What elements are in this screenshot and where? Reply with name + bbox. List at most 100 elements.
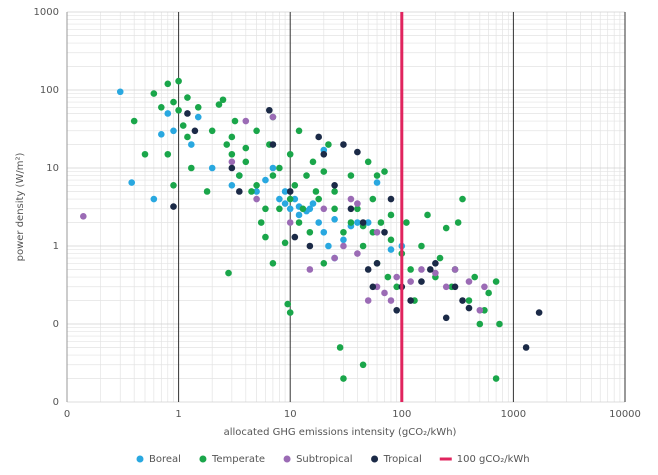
point bbox=[347, 172, 355, 179]
point bbox=[387, 246, 395, 253]
point bbox=[295, 127, 303, 135]
point bbox=[242, 144, 250, 152]
point bbox=[347, 205, 355, 213]
point bbox=[359, 219, 367, 226]
point bbox=[276, 164, 283, 172]
point bbox=[236, 188, 243, 195]
point bbox=[276, 205, 283, 213]
point bbox=[481, 306, 488, 314]
point bbox=[387, 236, 395, 244]
point bbox=[424, 211, 431, 219]
point bbox=[492, 278, 500, 285]
point bbox=[170, 182, 177, 189]
point bbox=[442, 314, 450, 322]
y-tick-label: 0 bbox=[53, 319, 59, 330]
point bbox=[459, 297, 466, 304]
point bbox=[442, 224, 450, 232]
point bbox=[373, 179, 381, 186]
point bbox=[369, 283, 377, 291]
point bbox=[496, 320, 503, 328]
y-tick-label: 1 bbox=[53, 241, 59, 252]
y-tick-label: 10 bbox=[46, 163, 59, 174]
legend-label: Tropical bbox=[383, 454, 422, 465]
point bbox=[266, 106, 273, 114]
point bbox=[381, 168, 388, 175]
point bbox=[418, 278, 425, 285]
point bbox=[170, 98, 177, 106]
legend-marker bbox=[371, 455, 379, 463]
point bbox=[312, 188, 320, 195]
point bbox=[253, 188, 260, 195]
point bbox=[359, 242, 367, 250]
point bbox=[340, 141, 347, 148]
point bbox=[407, 266, 414, 273]
point bbox=[184, 133, 191, 141]
point bbox=[262, 205, 269, 213]
legend-label: 100 gCO₂/kWh bbox=[457, 454, 530, 465]
point bbox=[225, 269, 232, 277]
point bbox=[236, 172, 243, 179]
point bbox=[331, 205, 338, 213]
point bbox=[116, 88, 124, 96]
point bbox=[364, 297, 372, 304]
y-tick-label: 100 bbox=[40, 85, 59, 96]
point bbox=[373, 260, 381, 267]
point bbox=[242, 158, 250, 166]
point bbox=[184, 110, 191, 117]
point bbox=[476, 306, 484, 314]
point bbox=[465, 297, 473, 304]
point bbox=[354, 205, 361, 213]
point bbox=[295, 219, 303, 226]
legend-marker bbox=[136, 455, 144, 463]
point bbox=[331, 215, 338, 223]
point bbox=[128, 179, 136, 186]
point bbox=[331, 254, 338, 262]
point bbox=[331, 188, 338, 195]
point bbox=[269, 164, 277, 172]
point bbox=[242, 117, 250, 125]
point bbox=[257, 219, 265, 226]
point bbox=[492, 375, 500, 382]
point bbox=[336, 344, 344, 351]
point bbox=[454, 219, 462, 226]
y-tick-label: 0 bbox=[53, 397, 59, 408]
point bbox=[208, 164, 216, 172]
point bbox=[369, 195, 377, 203]
y-tick-label: 1000 bbox=[34, 7, 59, 18]
point bbox=[130, 117, 138, 125]
point bbox=[284, 300, 292, 308]
point bbox=[306, 228, 314, 236]
point bbox=[359, 361, 367, 369]
legend-label: Temperate bbox=[211, 454, 265, 465]
point bbox=[320, 150, 328, 158]
point bbox=[373, 228, 381, 236]
point bbox=[286, 219, 294, 226]
point bbox=[320, 205, 328, 213]
point bbox=[418, 242, 425, 250]
point bbox=[164, 150, 172, 158]
point bbox=[354, 200, 361, 207]
point bbox=[194, 104, 202, 111]
point bbox=[384, 273, 392, 281]
point bbox=[306, 242, 314, 250]
point bbox=[325, 242, 332, 250]
point bbox=[331, 182, 338, 189]
point bbox=[141, 150, 149, 158]
point bbox=[191, 127, 199, 135]
point bbox=[291, 233, 299, 241]
point bbox=[387, 297, 395, 304]
point bbox=[184, 94, 191, 101]
point bbox=[269, 260, 277, 267]
point bbox=[354, 250, 361, 257]
point bbox=[347, 219, 355, 226]
point bbox=[306, 266, 314, 273]
point bbox=[150, 90, 158, 97]
point bbox=[340, 242, 347, 250]
point bbox=[315, 133, 322, 141]
point bbox=[459, 195, 466, 203]
point bbox=[248, 188, 255, 195]
point bbox=[194, 113, 202, 121]
point bbox=[387, 195, 395, 203]
point bbox=[465, 304, 473, 312]
